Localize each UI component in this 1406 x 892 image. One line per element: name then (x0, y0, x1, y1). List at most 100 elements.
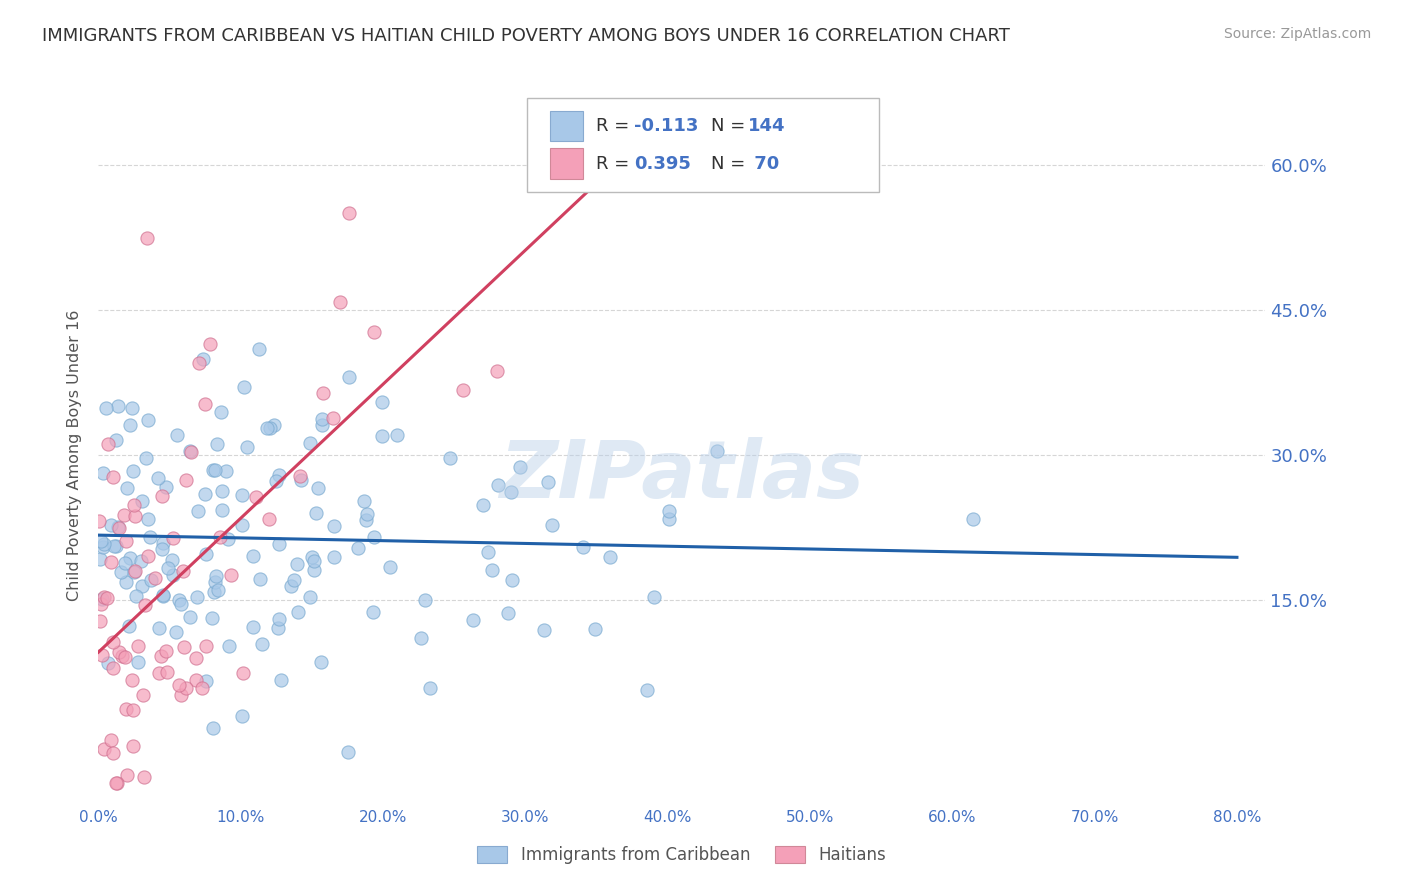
Point (121, 739, 143, 753)
Text: -0.113: -0.113 (634, 118, 699, 136)
Point (118, 418, 141, 433)
Point (89, 614, 111, 628)
Point (208, 530, 231, 544)
Point (184, 651, 207, 665)
Point (114, 649, 136, 664)
Point (311, 412, 333, 426)
Point (283, 573, 305, 587)
Point (269, 467, 291, 482)
Point (122, 565, 145, 579)
Point (121, 401, 143, 415)
Point (962, 512, 984, 526)
Point (124, 508, 146, 523)
Point (104, 776, 127, 790)
Point (288, 469, 311, 483)
Point (378, 560, 401, 574)
Point (323, 549, 346, 564)
Point (191, 681, 214, 696)
Point (165, 624, 187, 639)
Point (115, 768, 138, 782)
Point (122, 464, 145, 478)
Point (134, 598, 156, 612)
Point (107, 520, 129, 534)
Point (267, 621, 290, 635)
Point (139, 573, 162, 587)
Point (509, 460, 531, 475)
Point (186, 590, 208, 604)
Point (195, 673, 218, 688)
Point (354, 513, 377, 527)
Point (143, 571, 166, 585)
Point (280, 579, 302, 593)
Point (486, 478, 509, 492)
Point (309, 656, 332, 670)
Point (184, 673, 207, 688)
Point (371, 395, 394, 409)
Point (91, 648, 114, 662)
Point (152, 588, 174, 602)
Point (179, 610, 201, 624)
Point (496, 606, 519, 620)
Point (174, 473, 197, 487)
Point (218, 640, 240, 654)
Point (643, 591, 665, 605)
Point (122, 499, 145, 513)
Point (131, 494, 153, 508)
Point (155, 644, 177, 658)
Point (413, 593, 436, 607)
Point (209, 405, 232, 419)
Point (233, 379, 256, 393)
Point (312, 385, 335, 400)
Point (105, 776, 128, 790)
Point (90, 597, 112, 611)
Point (204, 574, 226, 589)
Point (122, 703, 145, 717)
Point (242, 620, 264, 634)
Point (439, 450, 461, 465)
Point (207, 582, 229, 597)
Point (93, 742, 115, 756)
Point (114, 556, 136, 570)
Point (337, 745, 360, 759)
Point (231, 488, 253, 502)
Point (101, 746, 124, 760)
Point (267, 612, 290, 626)
Point (236, 440, 259, 454)
Point (363, 325, 385, 339)
Point (93, 537, 115, 551)
Point (124, 564, 146, 578)
Point (363, 531, 385, 545)
Point (540, 518, 562, 533)
Point (156, 665, 179, 679)
Point (419, 681, 441, 696)
Point (215, 464, 238, 478)
Point (298, 591, 321, 605)
Point (132, 770, 155, 784)
Text: Source: ZipAtlas.com: Source: ZipAtlas.com (1223, 27, 1371, 41)
Point (170, 597, 193, 611)
Text: 70: 70 (748, 154, 779, 172)
Point (96, 591, 118, 605)
Point (101, 661, 124, 675)
Point (96, 656, 118, 670)
Point (121, 673, 143, 687)
Point (115, 574, 138, 589)
Point (202, 463, 225, 477)
Point (329, 294, 352, 309)
Point (194, 397, 217, 411)
Point (658, 512, 681, 526)
Point (211, 503, 233, 517)
Point (108, 645, 131, 659)
Point (409, 631, 432, 645)
Point (100, 555, 122, 569)
Point (157, 561, 180, 575)
Point (202, 722, 225, 736)
Point (257, 512, 280, 526)
Point (195, 640, 218, 654)
Point (501, 574, 523, 588)
Point (200, 336, 222, 351)
Point (481, 563, 503, 577)
Point (245, 491, 267, 505)
Point (150, 648, 173, 663)
Text: ZIPatlas: ZIPatlas (499, 437, 865, 515)
